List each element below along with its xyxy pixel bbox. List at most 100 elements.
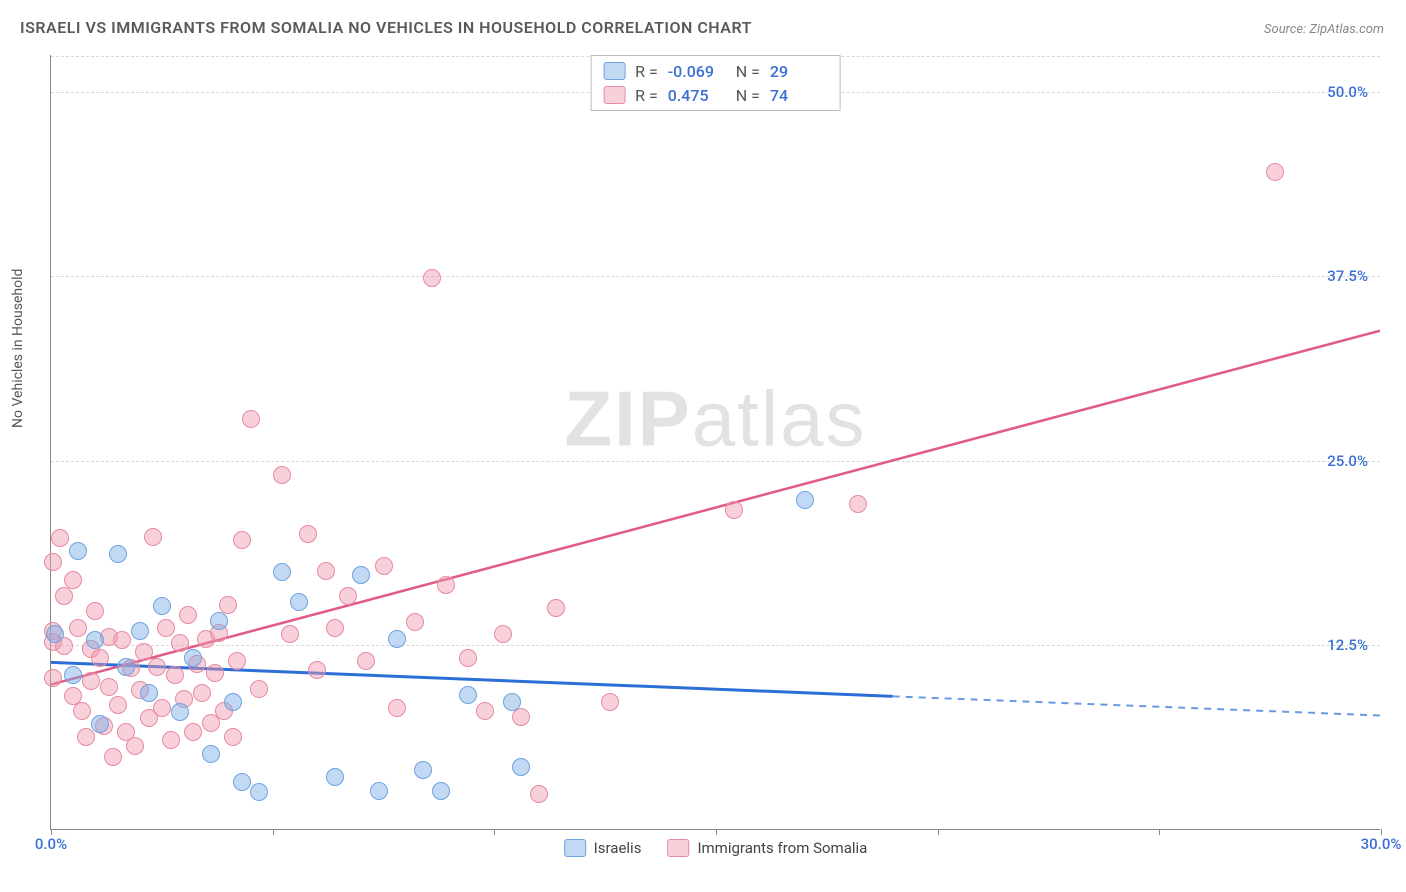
scatter-point — [459, 686, 477, 704]
scatter-point — [725, 501, 743, 519]
n-label: N = — [736, 86, 760, 105]
x-tick-label: 0.0% — [35, 835, 67, 853]
chart-title: ISRAELI VS IMMIGRANTS FROM SOMALIA NO VE… — [20, 18, 752, 37]
scatter-point — [250, 680, 268, 698]
scatter-point — [406, 613, 424, 631]
r-label: R = — [635, 62, 658, 81]
scatter-point — [113, 631, 131, 649]
scatter-point — [64, 666, 82, 684]
scatter-point — [242, 410, 260, 428]
scatter-point — [308, 661, 326, 679]
scatter-point — [69, 542, 87, 560]
x-tick — [716, 829, 717, 835]
stats-legend: R = -0.069 N = 29 R = 0.475 N = 74 — [590, 55, 841, 111]
scatter-point — [224, 728, 242, 746]
scatter-point — [601, 693, 619, 711]
scatter-point — [375, 557, 393, 575]
x-tick-label: 30.0% — [1361, 835, 1402, 853]
scatter-point — [370, 782, 388, 800]
scatter-point — [437, 576, 455, 594]
scatter-point — [233, 531, 251, 549]
scatter-point — [273, 563, 291, 581]
scatter-point — [224, 693, 242, 711]
scatter-point — [250, 783, 268, 801]
scatter-point — [171, 634, 189, 652]
gridline — [51, 461, 1380, 462]
y-tick-label: 37.5% — [1327, 267, 1368, 285]
bottom-legend: Israelis Immigrants from Somalia — [564, 839, 868, 857]
scatter-point — [73, 702, 91, 720]
watermark-prefix: ZIP — [564, 374, 691, 462]
scatter-point — [476, 702, 494, 720]
x-tick — [1159, 829, 1160, 835]
stats-legend-row-b: R = 0.475 N = 74 — [603, 83, 828, 107]
scatter-point — [184, 723, 202, 741]
scatter-point — [210, 612, 228, 630]
scatter-point — [153, 597, 171, 615]
y-tick-label: 12.5% — [1327, 636, 1368, 654]
x-tick — [494, 829, 495, 835]
swatch-b-icon — [603, 86, 625, 104]
scatter-point — [326, 768, 344, 786]
y-axis-label: No Vehicles in Household — [10, 269, 26, 428]
scatter-point — [179, 606, 197, 624]
scatter-point — [326, 619, 344, 637]
scatter-point — [44, 553, 62, 571]
scatter-point — [104, 748, 122, 766]
swatch-a-icon — [564, 839, 586, 857]
scatter-point — [131, 622, 149, 640]
scatter-point — [494, 625, 512, 643]
scatter-point — [228, 652, 246, 670]
r-value-b: 0.475 — [668, 86, 726, 105]
scatter-point — [91, 715, 109, 733]
legend-label-a: Israelis — [594, 839, 642, 857]
scatter-point — [162, 731, 180, 749]
x-tick — [273, 829, 274, 835]
scatter-point — [202, 745, 220, 763]
r-value-a: -0.069 — [668, 62, 726, 81]
scatter-point — [193, 684, 211, 702]
scatter-point — [388, 699, 406, 717]
scatter-point — [51, 529, 69, 547]
r-label: R = — [635, 86, 658, 105]
scatter-point — [290, 593, 308, 611]
scatter-point — [117, 658, 135, 676]
scatter-point — [166, 666, 184, 684]
scatter-point — [46, 625, 64, 643]
swatch-a-icon — [603, 62, 625, 80]
scatter-point — [796, 491, 814, 509]
scatter-point — [423, 269, 441, 287]
scatter-point — [55, 587, 73, 605]
scatter-point — [459, 649, 477, 667]
scatter-point — [109, 696, 127, 714]
scatter-point — [44, 669, 62, 687]
scatter-point — [100, 678, 118, 696]
n-label: N = — [736, 62, 760, 81]
scatter-point — [86, 602, 104, 620]
scatter-point — [69, 619, 87, 637]
legend-item-b: Immigrants from Somalia — [667, 839, 867, 857]
scatter-point — [184, 649, 202, 667]
swatch-b-icon — [667, 839, 689, 857]
scatter-point — [109, 545, 127, 563]
plot-area: ZIPatlas 12.5%25.0%37.5%50.0% 0.0%30.0% … — [50, 55, 1380, 830]
scatter-point — [357, 652, 375, 670]
scatter-point — [126, 737, 144, 755]
legend-label-b: Immigrants from Somalia — [697, 839, 867, 857]
scatter-point — [171, 703, 189, 721]
scatter-point — [352, 566, 370, 584]
scatter-point — [273, 466, 291, 484]
scatter-point — [317, 562, 335, 580]
scatter-point — [140, 684, 158, 702]
scatter-point — [91, 649, 109, 667]
source-label: Source: ZipAtlas.com — [1264, 22, 1384, 37]
scatter-point — [503, 693, 521, 711]
scatter-point — [233, 773, 251, 791]
scatter-point — [148, 658, 166, 676]
scatter-point — [135, 643, 153, 661]
scatter-point — [432, 782, 450, 800]
scatter-point — [1266, 163, 1284, 181]
scatter-point — [64, 571, 82, 589]
scatter-point — [414, 761, 432, 779]
scatter-point — [849, 495, 867, 513]
